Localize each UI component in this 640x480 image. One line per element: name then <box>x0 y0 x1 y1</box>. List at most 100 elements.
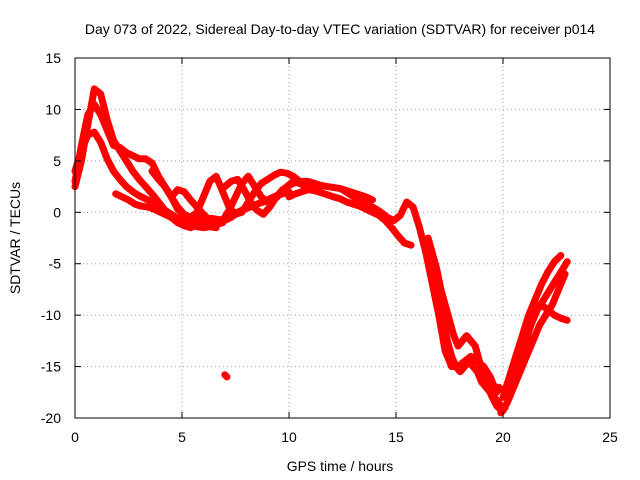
data-point <box>298 178 305 185</box>
data-point <box>461 363 468 370</box>
data-track <box>495 258 571 396</box>
data-point <box>305 186 312 193</box>
x-tick-label: 5 <box>178 429 186 445</box>
data-point <box>136 176 143 183</box>
data-point <box>369 196 376 203</box>
data-point <box>384 214 391 221</box>
data-point <box>84 121 91 128</box>
data-point <box>514 363 521 370</box>
data-point <box>187 196 194 203</box>
data-point <box>388 224 395 231</box>
y-tick-label: 0 <box>53 204 61 220</box>
data-point <box>547 286 554 293</box>
data-point <box>206 223 213 230</box>
data-point <box>495 384 502 391</box>
data-point <box>527 322 534 329</box>
data-point <box>78 147 85 154</box>
data-point <box>538 281 545 288</box>
data-point <box>452 363 459 370</box>
data-point <box>277 169 284 176</box>
data-point <box>219 217 226 224</box>
data-point <box>345 190 352 197</box>
data-point <box>495 399 502 406</box>
y-tick-label: -5 <box>49 256 62 272</box>
data-point <box>104 155 111 162</box>
data-point <box>193 223 200 230</box>
data-point <box>258 180 265 187</box>
data-point <box>234 176 241 183</box>
data-point <box>330 193 337 200</box>
data-point <box>478 379 485 385</box>
data-point <box>463 332 470 339</box>
data-point <box>138 203 145 210</box>
plot-frame <box>74 57 611 419</box>
data-point <box>232 193 239 200</box>
data-point <box>544 268 551 275</box>
data-point <box>298 188 305 195</box>
data-point <box>532 296 539 303</box>
satellite-track-13 <box>499 252 565 401</box>
y-tick-label: 10 <box>45 101 61 117</box>
data-point <box>363 193 370 200</box>
data-point <box>176 217 183 224</box>
data-point <box>343 199 350 205</box>
data-point <box>258 193 265 200</box>
data-point <box>200 193 207 200</box>
data-point <box>116 176 123 183</box>
x-tick-label: 10 <box>281 429 297 445</box>
data-point <box>241 186 248 193</box>
data-point <box>142 195 149 202</box>
data-point <box>448 353 455 360</box>
data-point <box>251 183 258 190</box>
data-point <box>525 312 532 319</box>
data-point <box>557 252 564 259</box>
y-axis-label: SDTVAR / TECUs <box>7 182 23 294</box>
data-point <box>157 209 164 216</box>
data-point <box>131 201 138 208</box>
data-point <box>119 193 126 200</box>
data-point <box>401 240 408 247</box>
chart-title: Day 073 of 2022, Sidereal Day-to-day VTE… <box>85 21 595 37</box>
data-point <box>324 191 331 198</box>
data-point <box>311 180 318 187</box>
data-point <box>455 343 462 349</box>
data-point <box>283 170 290 177</box>
data-point <box>136 155 143 162</box>
data-point <box>196 215 203 222</box>
data-point <box>564 317 571 324</box>
data-point <box>305 178 312 185</box>
data-point <box>557 315 564 322</box>
data-point <box>226 207 233 214</box>
data-point <box>264 176 271 183</box>
data-point <box>253 207 260 214</box>
data-point <box>206 217 213 224</box>
y-tick-label: 15 <box>45 50 61 66</box>
data-point <box>151 206 158 213</box>
x-tick-label: 15 <box>388 429 404 445</box>
data-point <box>427 260 434 267</box>
data-point <box>502 389 509 396</box>
y-tick-label: -15 <box>41 359 61 375</box>
data-point <box>247 199 254 205</box>
data-point <box>350 201 357 208</box>
data-point <box>221 183 228 190</box>
data-track <box>499 252 565 401</box>
data-point <box>504 399 511 406</box>
x-tick-label: 0 <box>71 429 79 445</box>
data-point <box>187 214 194 221</box>
data-points <box>71 85 571 417</box>
satellite-track-14 <box>495 258 571 396</box>
data-point <box>223 373 230 380</box>
data-point <box>553 276 560 283</box>
data-point <box>125 196 132 203</box>
data-point <box>181 188 188 195</box>
data-point <box>311 187 318 194</box>
data-point <box>206 178 213 185</box>
data-point <box>110 168 117 175</box>
data-point <box>286 193 292 200</box>
data-point <box>245 173 252 180</box>
data-point <box>104 116 111 123</box>
data-point <box>129 188 136 195</box>
data-point <box>416 224 423 231</box>
data-point <box>168 193 175 200</box>
